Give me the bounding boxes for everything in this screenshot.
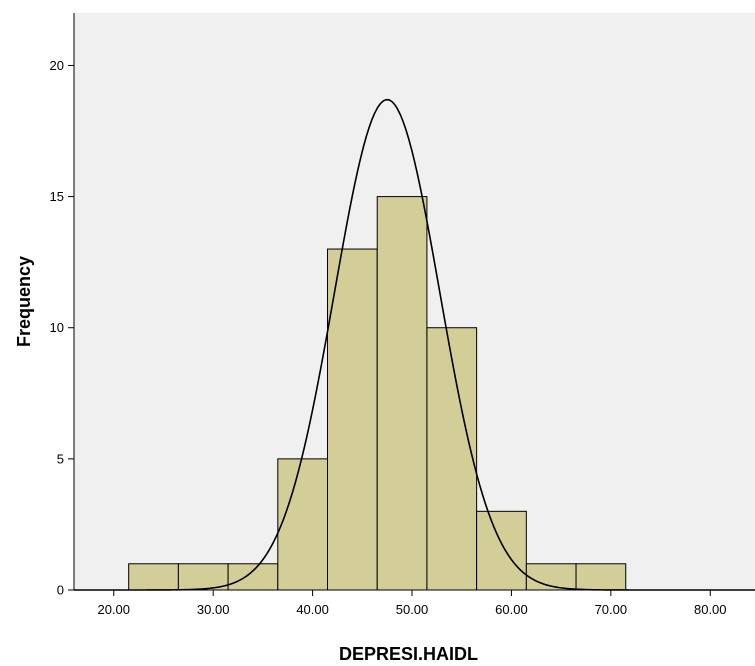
- x-ticks-group: 20.00 30.00 40.00 50.00 60.00 70.00 80.00: [97, 590, 727, 617]
- histogram-bar-5: [376, 196, 428, 591]
- histogram-bar-7: [476, 510, 527, 591]
- x-tick-label-2: 40.00: [296, 602, 329, 617]
- y-tick-label-3: 15: [50, 189, 64, 204]
- x-tick-label-0: 20.00: [97, 602, 130, 617]
- histogram-bar-1: [177, 563, 229, 591]
- y-tick-label-2: 10: [50, 320, 64, 335]
- y-ticks-group: 0 5 10 15 20: [50, 58, 74, 598]
- x-tick-label-6: 80.00: [694, 602, 727, 617]
- histogram-bar-3: [277, 458, 329, 591]
- y-tick-label-4: 20: [50, 58, 64, 73]
- histogram-bar-6: [426, 327, 478, 591]
- x-tick-label-3: 50.00: [396, 602, 429, 617]
- histogram-bar-9: [575, 563, 627, 591]
- x-tick-label-4: 60.00: [495, 602, 528, 617]
- histogram-bar-2: [227, 563, 279, 591]
- histogram-bar-4: [327, 248, 378, 591]
- y-tick-label-1: 5: [57, 451, 64, 466]
- y-tick-label-0: 0: [57, 583, 64, 598]
- y-axis-title: Frequency: [14, 256, 34, 347]
- histogram-bar-0: [128, 563, 179, 591]
- bars-group: [128, 196, 627, 591]
- x-tick-label-5: 70.00: [595, 602, 628, 617]
- x-axis-title: DEPRESI.HAIDL: [339, 644, 478, 664]
- x-tick-label-1: 30.00: [197, 602, 230, 617]
